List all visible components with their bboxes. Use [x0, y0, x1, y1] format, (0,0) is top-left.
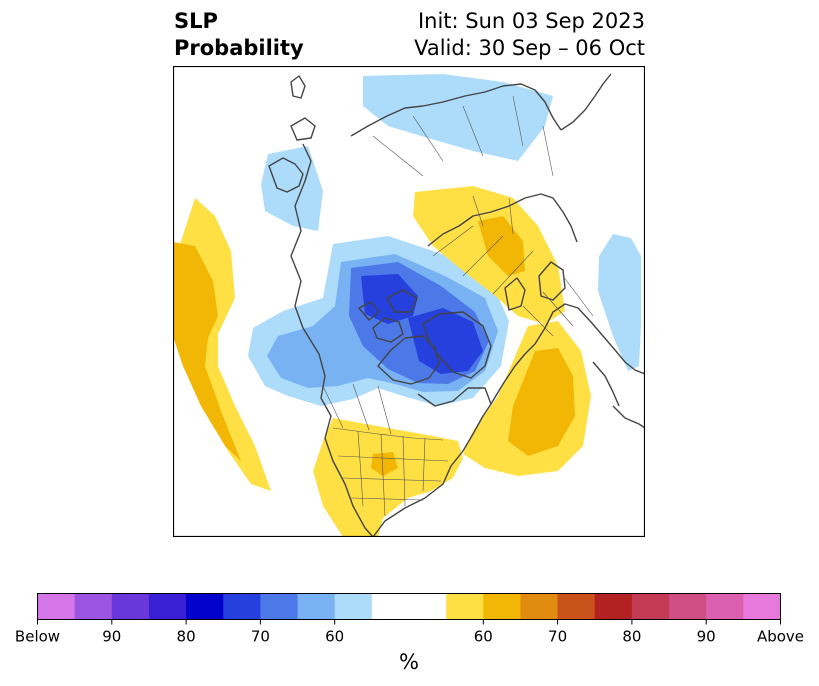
below-area-alaska — [261, 146, 323, 231]
coast-north-africa — [612, 405, 645, 429]
coast-north-america-west — [290, 143, 374, 537]
init-date: Init: Sun 03 Sep 2023 — [417, 9, 645, 33]
below-area-core-east — [408, 308, 483, 374]
border-asia — [372, 95, 554, 177]
colorbar-segment-15 — [631, 593, 670, 620]
colorbar-segment-14 — [594, 593, 633, 620]
colorbar-tick-label-2: 80 — [177, 628, 196, 646]
above-area-atlantic-mid — [508, 348, 575, 456]
colorbar: Below 90 80 70 60 60 70 80 90 Above % — [15, 593, 804, 674]
above-area-pacific-mid — [173, 242, 241, 461]
below-area-north-pacific — [363, 74, 553, 161]
probability-map — [173, 66, 645, 537]
border-us-canada — [332, 427, 444, 441]
colorbar-frame — [37, 593, 781, 620]
coast-north-america-east — [372, 387, 492, 537]
colorbar-segment-2 — [111, 593, 150, 620]
colorbar-ticks: Below 90 80 70 60 60 70 80 90 Above — [15, 619, 804, 646]
chart-title-right: Init: Sun 03 Sep 2023 Valid: 30 Sep – 06… — [414, 8, 645, 62]
coast-greenland — [422, 311, 492, 379]
colorbar-tick-label-0: Below — [15, 628, 60, 646]
colorbar-segment-4 — [186, 593, 224, 620]
colorbar-tick-label-4: 60 — [325, 628, 344, 646]
colorbar-segment-8 — [334, 593, 373, 620]
colorbar-segment-1 — [74, 593, 113, 620]
colorbar-tick-label-8: 90 — [697, 628, 716, 646]
coastlines — [268, 73, 645, 537]
coast-mediterranean — [592, 361, 620, 407]
below-area-east — [598, 234, 641, 371]
coast-east-asia — [560, 73, 612, 131]
colorbar-tick-label-7: 80 — [622, 628, 641, 646]
above-area-eurasia-mid — [478, 216, 525, 276]
valid-period: Valid: 30 Sep – 06 Oct — [414, 36, 645, 60]
coast-japan — [290, 75, 306, 99]
border-canada-provinces — [322, 383, 392, 435]
title-product: Probability — [174, 36, 304, 60]
colorbar-unit-label: % — [399, 650, 419, 674]
coast-europe — [490, 303, 645, 405]
probability-fills — [173, 74, 641, 537]
colorbar-segments — [37, 593, 781, 620]
border-us-states-v — [357, 430, 426, 517]
colorbar-segment-0 — [37, 593, 76, 620]
colorbar-segment-9 — [371, 593, 447, 620]
colorbar-tick-label-3: 70 — [251, 628, 270, 646]
coast-alaska — [268, 117, 316, 193]
coast-hudson-bay — [377, 335, 440, 385]
border-europe — [522, 275, 594, 337]
chart-title-left: SLP Probability — [174, 8, 304, 62]
colorbar-segment-17 — [706, 593, 744, 620]
above-area-north-america — [313, 418, 463, 537]
border-russia-regions — [432, 195, 534, 295]
colorbar-segment-16 — [669, 593, 707, 620]
colorbar-segment-18 — [743, 593, 781, 620]
colorbar-segment-7 — [297, 593, 336, 620]
coast-scandinavia — [504, 261, 566, 311]
coast-canadian-archipelago — [358, 289, 418, 343]
colorbar-segment-13 — [557, 593, 596, 620]
border-us-states-h — [337, 455, 449, 501]
colorbar-segment-12 — [520, 593, 559, 620]
colorbar-tick-label-6: 70 — [548, 628, 567, 646]
colorbar-segment-3 — [148, 593, 187, 620]
colorbar-segment-6 — [260, 593, 299, 620]
colorbar-tick-label-1: 90 — [102, 628, 121, 646]
coast-siberia — [350, 83, 562, 137]
colorbar-segment-10 — [446, 593, 484, 620]
colorbar-segment-11 — [483, 593, 521, 620]
colorbar-segment-5 — [223, 593, 261, 620]
map-frame — [173, 66, 645, 537]
title-variable: SLP — [174, 9, 218, 33]
coast-eurasia-north — [427, 193, 578, 247]
borders — [322, 95, 594, 517]
colorbar-tick-label-9: Above — [757, 628, 804, 646]
colorbar-tick-label-5: 60 — [474, 628, 493, 646]
